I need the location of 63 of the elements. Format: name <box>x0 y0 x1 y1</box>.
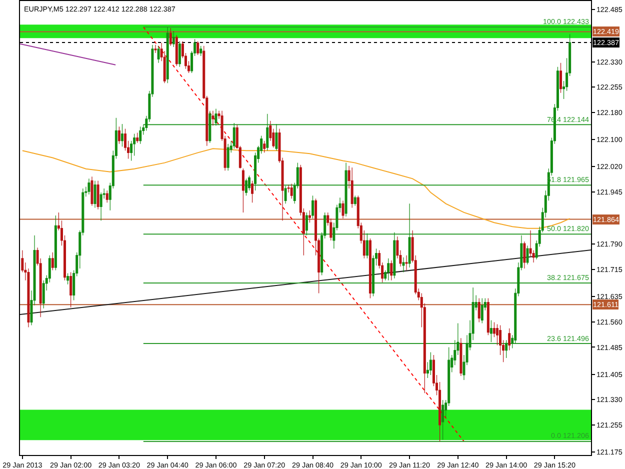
candlestick <box>94 180 96 208</box>
candlestick <box>100 192 102 221</box>
candlestick <box>242 168 244 213</box>
candlestick <box>169 28 172 46</box>
candlestick <box>120 124 124 147</box>
candlestick <box>284 185 287 204</box>
candlestick <box>526 245 529 265</box>
candlestick <box>560 62 562 94</box>
candlestick <box>266 114 269 151</box>
candlestick <box>175 34 178 66</box>
candlestick <box>344 162 348 217</box>
candlestick <box>354 195 356 206</box>
candlestick <box>505 340 508 358</box>
candlestick <box>244 178 248 196</box>
candlestick <box>54 215 57 271</box>
candlestick <box>51 252 54 271</box>
candlestick <box>136 132 139 144</box>
candlestick <box>442 400 444 440</box>
candlestick <box>214 108 218 126</box>
candlestick <box>88 178 90 195</box>
candlestick <box>66 272 70 285</box>
candlestick <box>305 212 308 236</box>
candlestick <box>508 328 511 351</box>
candlestick <box>251 180 254 203</box>
candlestick <box>490 320 492 342</box>
candlestick <box>366 233 368 259</box>
candlestick <box>212 110 214 126</box>
candlestick <box>172 30 175 48</box>
candlestick <box>342 200 344 219</box>
candlestick <box>308 210 311 223</box>
candlestick <box>96 180 100 210</box>
candlestick <box>350 167 354 208</box>
candlestick <box>166 26 169 84</box>
candlestick <box>139 126 142 144</box>
candlestick <box>429 352 432 376</box>
candlestick <box>90 176 94 206</box>
candlestick <box>290 183 293 199</box>
candlestick <box>157 46 160 64</box>
candlestick <box>390 260 393 281</box>
candlestick <box>393 232 396 279</box>
candlestick <box>312 195 314 219</box>
candlestick <box>263 140 266 153</box>
candlestick <box>523 241 526 269</box>
candlestick <box>118 126 120 144</box>
candlestick <box>200 46 202 56</box>
candlestick <box>478 298 480 323</box>
candlestick <box>208 110 212 144</box>
candlestick <box>486 298 490 336</box>
candlestick <box>408 203 411 268</box>
candlestick <box>178 40 181 68</box>
candlestick <box>402 257 405 273</box>
candlestick <box>106 190 108 203</box>
candlestick <box>460 338 462 376</box>
candlestick <box>232 122 236 149</box>
candlestick <box>480 298 484 324</box>
candlestick <box>196 40 200 56</box>
candlestick <box>387 258 390 281</box>
candlestick <box>368 238 372 299</box>
candlestick <box>154 44 157 54</box>
candlestick <box>70 272 72 308</box>
candlestick <box>226 144 230 171</box>
candlestick <box>275 124 278 151</box>
candlestick <box>405 255 408 271</box>
